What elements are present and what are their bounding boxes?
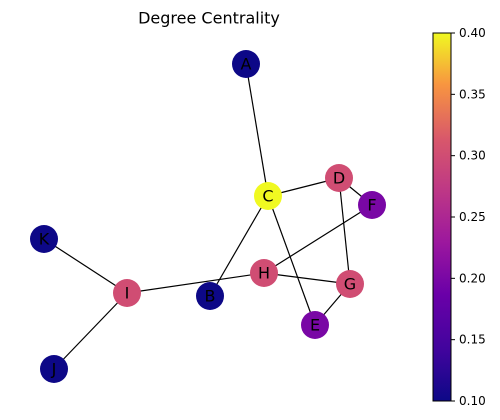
colorbar-tick-label: 0.25 [459,210,486,224]
node-label-F: F [367,196,376,215]
edge-I-K [43,238,128,294]
colorbar-tick-label: 0.30 [459,149,486,163]
node-label-I: I [125,284,130,303]
node-circle-G [336,270,364,298]
node-I: I [113,279,141,307]
edge-H-I [126,272,265,294]
node-label-K: K [39,230,50,249]
node-label-H: H [258,264,270,283]
node-E: E [301,311,329,339]
node-F: F [358,191,386,219]
colorbar-tick-label: 0.20 [459,271,486,285]
node-circle-J [40,355,68,383]
edge-A-C [245,63,269,197]
node-A: A [232,50,260,78]
node-circle-E [301,311,329,339]
node-circle-K [30,225,58,253]
node-C: C [254,182,282,210]
edge-I-J [53,292,128,370]
node-H: H [250,259,278,287]
node-label-D: D [333,169,345,188]
edge-C-E [267,195,316,326]
node-circle-B [196,282,224,310]
colorbar-tick-label: 0.15 [459,333,486,347]
edge-D-G [338,177,351,285]
node-circle-H [250,259,278,287]
colorbar-tick-label: 0.35 [459,87,486,101]
node-K: K [30,225,58,253]
node-label-A: A [241,55,252,74]
node-G: G [336,270,364,298]
colorbar: 0.10 0.15 0.20 0.25 0.30 0.35 0.40 [432,26,486,408]
colorbar-tick-label: 0.10 [459,394,486,408]
node-J: J [40,355,68,383]
graph-nodes: A B C D E F G H I J K [30,50,386,383]
colorbar-ticks: 0.10 0.15 0.20 0.25 0.30 0.35 0.40 [451,26,486,408]
edge-H-G [263,272,351,285]
chart-title: Degree Centrality [138,9,280,28]
node-circle-F [358,191,386,219]
node-label-C: C [262,187,273,206]
node-circle-I [113,279,141,307]
node-D: D [325,164,353,192]
node-label-G: G [344,275,356,294]
colorbar-tick-label: 0.40 [459,26,486,40]
graph-edges [43,63,373,370]
colorbar-gradient [432,32,452,402]
node-circle-D [325,164,353,192]
node-B: B [196,282,224,310]
node-circle-A [232,50,260,78]
node-label-J: J [51,360,57,379]
node-label-E: E [310,316,320,335]
edge-F-H [263,204,373,274]
node-circle-C [254,182,282,210]
node-label-B: B [205,287,216,306]
